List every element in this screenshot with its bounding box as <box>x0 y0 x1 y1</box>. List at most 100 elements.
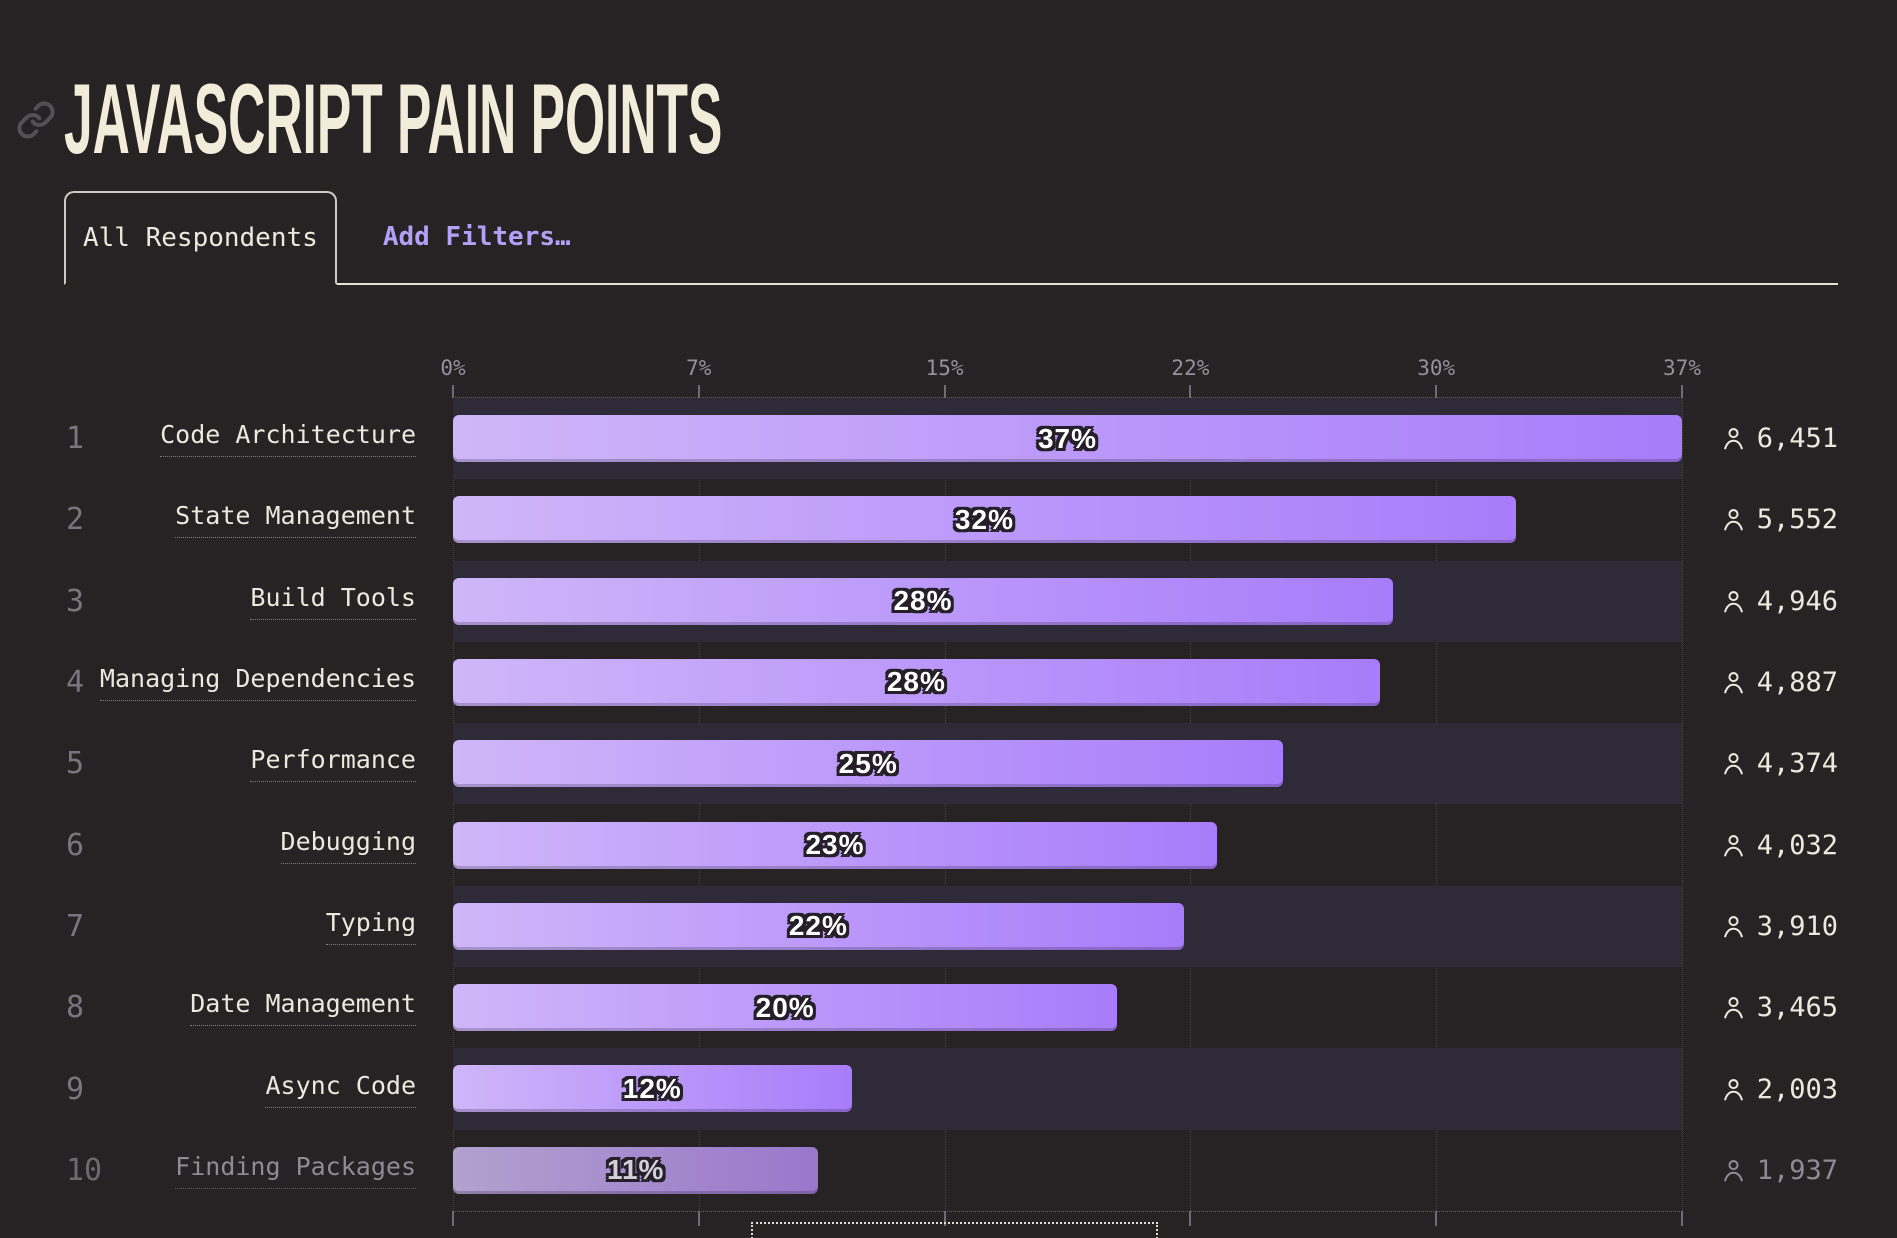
axis-tick-mark <box>1681 1211 1683 1226</box>
gridline <box>698 398 700 1211</box>
axis-tick-label: 7% <box>686 356 712 380</box>
axis-tick-mark <box>1189 385 1192 398</box>
axis-tick-mark <box>1435 1211 1438 1226</box>
row-rank: 2 <box>66 502 85 538</box>
row-count: 1,937 <box>1720 1130 1838 1211</box>
axis-tick-mark <box>452 385 454 398</box>
row-percent-label: 37% <box>1037 422 1098 454</box>
row-bar[interactable]: 37% <box>453 415 1682 462</box>
axis-tick-label: 30% <box>1417 356 1456 380</box>
row-bar[interactable]: 25% <box>453 740 1284 788</box>
row-count: 3,910 <box>1720 886 1838 967</box>
row-count: 6,451 <box>1720 398 1838 479</box>
chart-row: 3 Build Tools 28% 4,946 <box>0 560 1897 642</box>
row-count-value: 4,032 <box>1756 829 1838 861</box>
row-rank: 4 <box>66 665 85 701</box>
row-label: State Management <box>175 479 416 560</box>
row-label: Date Management <box>190 967 416 1048</box>
row-label: Performance <box>250 723 416 804</box>
plot-top-border <box>453 397 1682 398</box>
person-icon <box>1723 672 1743 694</box>
plot-bottom-border <box>453 1211 1682 1212</box>
row-percent-label: 32% <box>954 503 1014 535</box>
row-rank: 5 <box>66 746 85 782</box>
person-icon <box>1723 590 1743 613</box>
axis-tick-mark <box>1435 385 1438 398</box>
row-label: Build Tools <box>250 561 416 642</box>
row-label: Async Code <box>265 1048 416 1129</box>
row-rank: 3 <box>66 583 85 619</box>
row-rank: 7 <box>66 908 85 944</box>
row-bar[interactable]: 32% <box>453 496 1516 544</box>
row-rank: 6 <box>66 827 85 863</box>
row-count: 4,374 <box>1720 723 1838 804</box>
axis-tick-mark <box>943 1211 946 1226</box>
chart-row: 5 Performance 25% 4,374 <box>0 723 1897 805</box>
row-percent-label: 23% <box>805 829 865 860</box>
row-count-value: 5,552 <box>1756 504 1838 536</box>
row-count: 3,465 <box>1720 967 1838 1048</box>
bottom-dotted-panel[interactable] <box>751 1222 1158 1238</box>
axis-tick-label: 37% <box>1663 356 1701 380</box>
row-percent-label: 28% <box>893 585 953 617</box>
person-icon <box>1723 428 1743 450</box>
chart-row: 2 State Management 32% 5,552 <box>0 479 1897 560</box>
axis-tick-label: 22% <box>1171 356 1210 380</box>
person-icon <box>1723 509 1743 531</box>
row-rank: 1 <box>66 421 85 457</box>
row-count: 4,946 <box>1720 561 1838 642</box>
row-bar[interactable]: 28% <box>453 577 1394 625</box>
chart-row: 1 Code Architecture 37% 6,451 <box>0 398 1897 480</box>
person-icon <box>1723 1078 1743 1100</box>
person-icon <box>1723 915 1743 938</box>
row-rank: 8 <box>66 990 85 1026</box>
chart-row: 6 Debugging 23% 4,032 <box>0 805 1897 886</box>
row-label: Managing Dependencies <box>99 642 416 723</box>
row-bar[interactable]: 11% <box>453 1146 819 1194</box>
gridline <box>1190 398 1192 1211</box>
row-label: Code Architecture <box>160 398 416 479</box>
gridline <box>944 398 946 1211</box>
chart-row: 7 Typing 22% 3,910 <box>0 885 1897 968</box>
axis-tick-mark <box>697 1211 700 1226</box>
row-bar[interactable]: 22% <box>453 902 1184 950</box>
link-icon[interactable] <box>16 100 56 140</box>
row-label: Finding Packages <box>175 1130 416 1211</box>
row-rank: 10 <box>66 1152 103 1188</box>
row-rank: 9 <box>66 1071 85 1107</box>
page-title: JAVASCRIPT PAIN POINTS <box>64 64 723 175</box>
person-icon <box>1723 753 1743 775</box>
row-label: Debugging <box>280 805 416 886</box>
row-percent-label: 22% <box>788 910 848 942</box>
row-count: 4,887 <box>1720 642 1838 723</box>
row-percent-label: 11% <box>606 1154 665 1186</box>
row-percent-label: 25% <box>838 747 898 779</box>
gridline <box>453 398 454 1211</box>
row-count-value: 4,946 <box>1756 585 1838 617</box>
tab-all-respondents[interactable]: All Respondents <box>64 191 337 285</box>
add-filters-button[interactable]: Add Filters… <box>382 222 571 252</box>
row-bar[interactable]: 20% <box>453 984 1118 1032</box>
row-bar[interactable]: 28% <box>453 658 1380 706</box>
tabs-bar: All Respondents Add Filters… <box>64 191 1838 285</box>
row-count: 2,003 <box>1720 1048 1838 1129</box>
axis-tick-mark <box>943 385 946 398</box>
axis-tick-label: 15% <box>925 356 964 380</box>
gridline <box>1436 398 1438 1211</box>
row-bar[interactable]: 12% <box>453 1065 852 1113</box>
row-count-value: 3,910 <box>1756 910 1838 942</box>
row-percent-label: 28% <box>886 666 946 698</box>
chart-row: 10 Finding Packages 11% 1,937 <box>0 1130 1897 1211</box>
gridline <box>1682 398 1683 1211</box>
chart-row: 9 Async Code 12% 2,003 <box>0 1048 1897 1130</box>
row-count: 5,552 <box>1720 479 1838 560</box>
axis-tick-mark <box>1189 1211 1192 1226</box>
row-count-value: 4,374 <box>1756 748 1838 780</box>
row-count-value: 3,465 <box>1756 992 1838 1024</box>
row-bar[interactable]: 23% <box>453 821 1217 869</box>
person-icon <box>1723 1159 1743 1182</box>
person-icon <box>1723 997 1743 1019</box>
row-count-value: 4,887 <box>1756 667 1838 699</box>
axis-tick-mark <box>1681 385 1683 398</box>
